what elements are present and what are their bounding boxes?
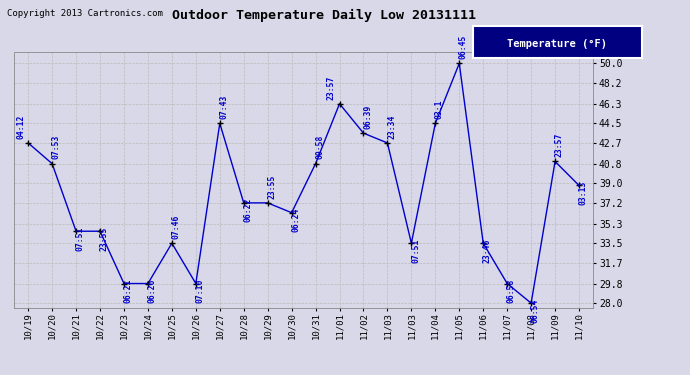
Text: 06:21: 06:21 bbox=[124, 279, 132, 303]
Text: 00:58: 00:58 bbox=[315, 135, 324, 159]
Text: Outdoor Temperature Daily Low 20131111: Outdoor Temperature Daily Low 20131111 bbox=[172, 9, 476, 22]
Text: 07:10: 07:10 bbox=[195, 279, 204, 303]
Text: 23:57: 23:57 bbox=[555, 133, 564, 157]
Text: 23:55: 23:55 bbox=[99, 226, 109, 251]
Text: 23:55: 23:55 bbox=[267, 174, 276, 199]
Text: 23:46: 23:46 bbox=[483, 238, 492, 262]
Text: 06:24: 06:24 bbox=[291, 208, 300, 232]
Text: 07:43: 07:43 bbox=[219, 95, 228, 119]
Text: 06:22: 06:22 bbox=[244, 198, 253, 222]
Text: 07:53: 07:53 bbox=[52, 135, 61, 159]
Text: 06:45: 06:45 bbox=[459, 35, 468, 59]
Text: 23:34: 23:34 bbox=[387, 114, 396, 139]
Text: 06:26: 06:26 bbox=[148, 279, 157, 303]
Text: 06:58: 06:58 bbox=[507, 279, 516, 303]
Text: 06:39: 06:39 bbox=[363, 105, 372, 129]
Text: Copyright 2013 Cartronics.com: Copyright 2013 Cartronics.com bbox=[7, 9, 163, 18]
Text: 07:51: 07:51 bbox=[76, 226, 85, 251]
Text: 04:12: 04:12 bbox=[17, 114, 26, 139]
Text: 03:13: 03:13 bbox=[579, 180, 588, 205]
Text: Temperature (°F): Temperature (°F) bbox=[507, 39, 607, 49]
Text: 03:1: 03:1 bbox=[435, 100, 444, 119]
Text: 06:54: 06:54 bbox=[531, 298, 540, 322]
Text: 07:51: 07:51 bbox=[411, 238, 420, 262]
Text: 23:57: 23:57 bbox=[326, 75, 336, 99]
Text: 07:46: 07:46 bbox=[172, 214, 181, 239]
